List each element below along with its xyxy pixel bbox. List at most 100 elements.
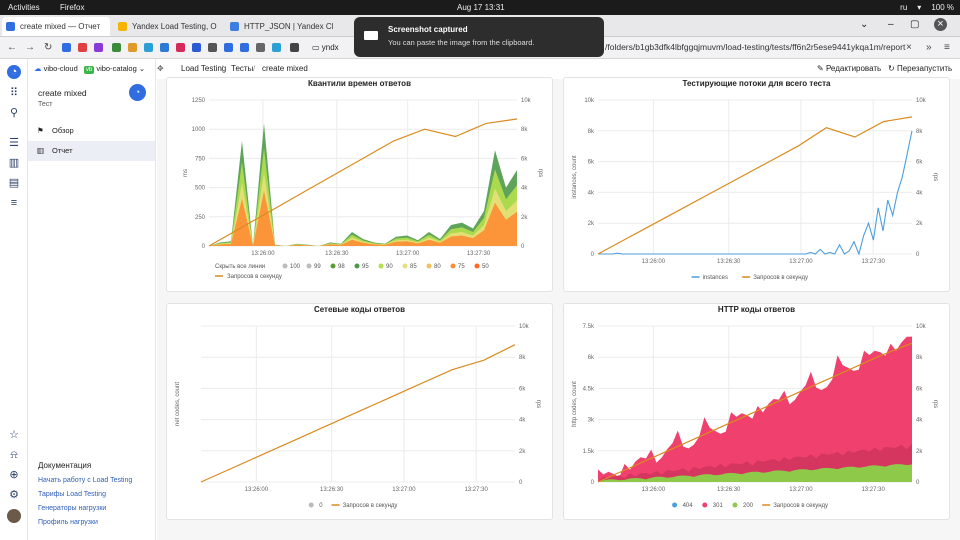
bookmark-icon[interactable]: [224, 43, 233, 52]
restart-icon: ↻: [888, 64, 895, 73]
docs-link-generators[interactable]: Генераторы нагрузки: [38, 505, 107, 512]
legend-label: 90: [386, 264, 393, 270]
y2-tick-label: 8k: [519, 355, 526, 361]
x-tick-label: 13:27:00: [396, 251, 420, 257]
bookmark-icon[interactable]: [208, 43, 217, 52]
y-tick-label: 0: [591, 252, 595, 258]
breadcrumb-root[interactable]: Load Testing: [181, 64, 227, 73]
bookmark-folder-yndx[interactable]: ▭ yndx: [312, 43, 339, 52]
globe-icon[interactable]: ⊕: [9, 469, 19, 481]
y2-tick-label: 2k: [519, 449, 526, 455]
y2-tick-label: 8k: [916, 355, 923, 361]
minimize-icon[interactable]: –: [888, 19, 894, 30]
document-icon[interactable]: ▤: [8, 177, 20, 189]
breadcrumb-tests[interactable]: Тесты: [231, 64, 254, 73]
bookmark-icon[interactable]: [160, 43, 169, 52]
cloud-selector[interactable]: ☁ vibo-cloud vb vibo-catalog ⌄: [28, 59, 155, 79]
y2-tick-label: 8k: [521, 127, 528, 133]
rps-series-line: [208, 118, 518, 247]
lang-indicator[interactable]: ru: [900, 3, 908, 12]
chart-svg: 0 0 1.5k 2k 3k 4k 4.5k 6k 6k 8k 7.5k 10k 13:26:00 13:…: [572, 324, 938, 509]
wifi-icon[interactable]: ▾: [917, 3, 922, 12]
overflow-icon[interactable]: »: [926, 42, 932, 53]
legend-label: 95: [362, 264, 369, 270]
bell-icon[interactable]: ⍾: [10, 449, 18, 461]
docs-link-profile[interactable]: Профиль нагрузки: [38, 519, 98, 526]
star-icon[interactable]: ☆: [9, 429, 19, 441]
bookmark-icon[interactable]: [256, 43, 265, 52]
bookmark-icon[interactable]: [192, 43, 201, 52]
y-tick-label: 500: [195, 186, 206, 192]
bookmark-icon[interactable]: [144, 43, 153, 52]
legend-swatch: [378, 263, 384, 269]
app-name[interactable]: Firefox: [60, 3, 85, 12]
list-icon[interactable]: ≡: [10, 197, 18, 209]
legend-swatch: [282, 263, 288, 269]
bookmark-icon[interactable]: [128, 43, 137, 52]
drag-icon[interactable]: ✥: [157, 64, 164, 73]
y-tick-label: 250: [195, 215, 206, 221]
tab-http-json[interactable]: HTTP_JSON | Yandex Cl: [226, 17, 336, 36]
system-clock[interactable]: Aug 17 13:31: [457, 3, 505, 12]
x-tick-label: 13:26:00: [251, 251, 275, 257]
docs-link-start[interactable]: Начать работу с Load Testing: [38, 477, 133, 484]
search-icon[interactable]: ⚲: [9, 107, 19, 119]
grid-icon[interactable]: ⠿: [9, 87, 19, 99]
pencil-icon: ✎: [817, 64, 824, 73]
x-tick-label: 13:26:30: [717, 487, 741, 493]
notification-title: Screenshot captured: [388, 25, 468, 34]
back-icon[interactable]: ←: [7, 42, 17, 53]
legend-label: 200: [743, 503, 754, 509]
bookmark-icon[interactable]: [176, 43, 185, 52]
legend-swatch: [308, 502, 314, 508]
x-tick-label: 13:27:30: [467, 251, 491, 257]
sidebar-item-overview[interactable]: ⚑ Обзор: [28, 121, 155, 141]
legend-label: Запросов в секунду: [753, 275, 808, 281]
docs-link-pricing[interactable]: Тарифы Load Testing: [38, 491, 106, 498]
tab-create-mixed[interactable]: create mixed — Отчет: [2, 17, 110, 36]
chart-icon[interactable]: ▥: [8, 157, 20, 169]
bookmark-icon[interactable]: [240, 43, 249, 52]
tab-list-icon[interactable]: ⌄: [860, 19, 869, 30]
y2-tick-label: 10k: [916, 98, 927, 104]
restart-button[interactable]: ↻ Перезапустить: [888, 64, 953, 73]
forward-icon[interactable]: →: [25, 42, 35, 53]
logo-icon[interactable]: ◔: [7, 65, 21, 79]
battery-status[interactable]: 100 %: [931, 3, 954, 12]
chart-title: Сетевые коды ответов: [313, 305, 406, 314]
bookmark-icon[interactable]: [62, 43, 71, 52]
screenshot-notification[interactable]: Screenshot captured You can paste the im…: [354, 17, 604, 57]
y2-axis-label: rps: [535, 400, 541, 408]
legend-swatch: [450, 263, 456, 269]
bookmark-icon[interactable]: [272, 43, 281, 52]
tab-yandex-load-testing[interactable]: Yandex Load Testing, O: [114, 17, 224, 36]
close-window-icon[interactable]: ×: [934, 18, 947, 31]
chart-title: Квантили времен ответов: [308, 79, 411, 88]
gear-icon[interactable]: ⚙: [9, 489, 19, 501]
bookmark-icon[interactable]: [290, 43, 299, 52]
y2-tick-label: 4k: [521, 186, 528, 192]
bookmark-icon[interactable]: [94, 43, 103, 52]
menu-icon[interactable]: ≡: [944, 42, 950, 53]
http-200-area: [598, 464, 912, 482]
address-bar[interactable]: /folders/b1gb3dfk4lbfggqjmuvm/load-testi…: [605, 42, 906, 52]
http-301-area: [598, 336, 912, 482]
system-top-bar: Activities Firefox Aug 17 13:31 ru ▾ 100…: [0, 0, 960, 15]
bookmark-icon[interactable]: [78, 43, 87, 52]
tab-favicon-icon: [6, 22, 15, 31]
bookmark-icon[interactable]: [112, 43, 121, 52]
edit-button[interactable]: ✎ Редактировать: [817, 64, 882, 73]
legend-swatch: [474, 263, 480, 269]
maximize-icon[interactable]: ▢: [910, 19, 920, 30]
x-tick-label: 13:27:00: [392, 487, 416, 493]
x-tick-label: 13:27:00: [789, 259, 813, 265]
close-tab-icon[interactable]: ×: [906, 42, 912, 53]
y2-tick-label: 6k: [916, 386, 923, 392]
service-icon[interactable]: ◔: [129, 84, 146, 101]
activities-button[interactable]: Activities: [8, 3, 40, 12]
layers-icon[interactable]: ☰: [9, 137, 19, 149]
avatar[interactable]: [7, 509, 21, 523]
sidebar-item-report[interactable]: ▥ Отчет: [28, 141, 155, 161]
reload-icon[interactable]: ↻: [44, 42, 53, 53]
legend-swatch: [330, 263, 336, 269]
